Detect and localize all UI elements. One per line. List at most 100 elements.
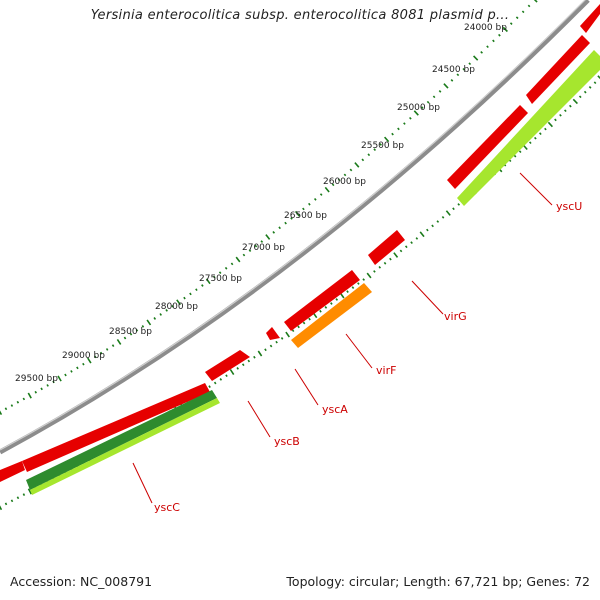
gene-arrow[interactable] (291, 283, 372, 348)
scale-tick (373, 270, 376, 273)
scale-tick (346, 290, 349, 293)
scale-tick (153, 317, 157, 320)
scale-tick (257, 350, 263, 357)
scale-tick (331, 183, 335, 187)
scale-tick (34, 390, 37, 394)
gene-arrow[interactable] (22, 383, 210, 472)
scale-tick (189, 292, 192, 296)
scale-tick (410, 241, 413, 245)
scale-tick (468, 62, 472, 66)
map-summary: Topology: circular; Length: 67,721 bp; G… (286, 574, 590, 589)
gene-label-yscA: yscA (322, 403, 348, 416)
scale-tick (319, 193, 323, 196)
gene-arrow[interactable] (26, 390, 217, 490)
callout-line-virG (411, 280, 444, 315)
scale-tick (52, 380, 55, 384)
gene-arrow[interactable] (368, 230, 405, 265)
gene-arrow[interactable] (457, 50, 600, 206)
scale-tick (518, 150, 522, 154)
scale-tick (176, 299, 181, 306)
gene-label-yscU: yscU (556, 200, 582, 213)
scale-tick (40, 387, 43, 391)
scale-tick (201, 284, 204, 287)
reverse-gene-track (26, 50, 600, 495)
scale-tick (521, 10, 525, 14)
tick-labels: 24000 bp 24500 bp 25000 bp 25500 bp 2600… (15, 23, 507, 384)
scale-tick (457, 203, 461, 206)
scale-tick (57, 375, 62, 382)
scale-tick (324, 306, 328, 309)
scale-tick (367, 153, 371, 157)
scale-tick (420, 106, 424, 109)
gene-arrow[interactable] (526, 35, 590, 104)
scale-tick (254, 244, 258, 248)
scale-tick (229, 369, 235, 376)
scale-tick (337, 178, 341, 182)
scale-tick (403, 122, 406, 125)
scale-tick (280, 337, 284, 340)
outer-tick-ring (0, 0, 538, 415)
tick-label: 24500 bp (432, 65, 475, 75)
scale-tick (502, 26, 508, 33)
gene-arrow[interactable] (0, 461, 25, 482)
scale-tick (393, 252, 399, 258)
scale-tick (218, 271, 222, 274)
scale-tick (354, 162, 360, 168)
scale-tick (378, 266, 382, 269)
scale-tick (445, 210, 451, 216)
scale-tick (183, 296, 186, 300)
scale-tick (253, 355, 256, 359)
gene-arrow[interactable] (284, 270, 360, 331)
scale-tick (27, 488, 33, 495)
scale-tick (413, 110, 419, 116)
scale-tick (308, 317, 311, 321)
tick-label: 29500 bp (15, 374, 58, 384)
accession-label: Accession: NC_008791 (10, 574, 153, 589)
scale-tick (247, 359, 251, 363)
scale-tick (564, 109, 567, 113)
scale-tick (357, 282, 360, 285)
scale-tick (399, 249, 403, 253)
scale-tick (22, 397, 26, 401)
scale-tick (379, 143, 382, 146)
scale-tick (431, 224, 434, 228)
gene-arrow[interactable] (447, 105, 528, 189)
scale-tick (450, 79, 454, 82)
scale-tick (313, 198, 317, 201)
scale-tick (64, 373, 67, 377)
scale-tick (330, 302, 333, 305)
map-title: Yersinia enterocolitica subsp. enterocol… (90, 8, 510, 23)
gene-label-yscB: yscB (274, 435, 300, 448)
scale-tick (319, 309, 322, 313)
scale-tick (426, 100, 430, 104)
tick-label: 28500 bp (109, 327, 152, 337)
scale-tick (569, 104, 572, 108)
scale-tick (76, 366, 79, 370)
plasmid-backbone-highlight (0, 0, 586, 451)
scale-tick (205, 278, 211, 285)
tick-label: 27000 bp (242, 243, 285, 253)
scale-tick (230, 262, 234, 266)
gene-arrow[interactable] (30, 398, 220, 495)
scale-tick (208, 385, 211, 389)
gene-arrow[interactable] (266, 327, 280, 340)
scale-tick (272, 231, 276, 234)
scale-tick (213, 381, 217, 385)
callout-line-yscC (132, 462, 153, 504)
scale-tick (498, 33, 501, 37)
scale-tick (129, 332, 133, 336)
scale-tick (4, 502, 8, 506)
scale-tick (462, 67, 466, 71)
scale-tick (99, 351, 103, 355)
scale-tick (224, 266, 228, 270)
callout-line-virF (345, 333, 373, 369)
gene-arrow[interactable] (580, 4, 600, 33)
scale-tick (443, 83, 449, 89)
gene-arrow[interactable] (205, 350, 250, 381)
scale-tick (241, 363, 245, 367)
scale-tick (593, 81, 597, 85)
scale-tick (426, 228, 429, 232)
scale-tick (297, 325, 300, 329)
scale-tick (290, 217, 293, 220)
